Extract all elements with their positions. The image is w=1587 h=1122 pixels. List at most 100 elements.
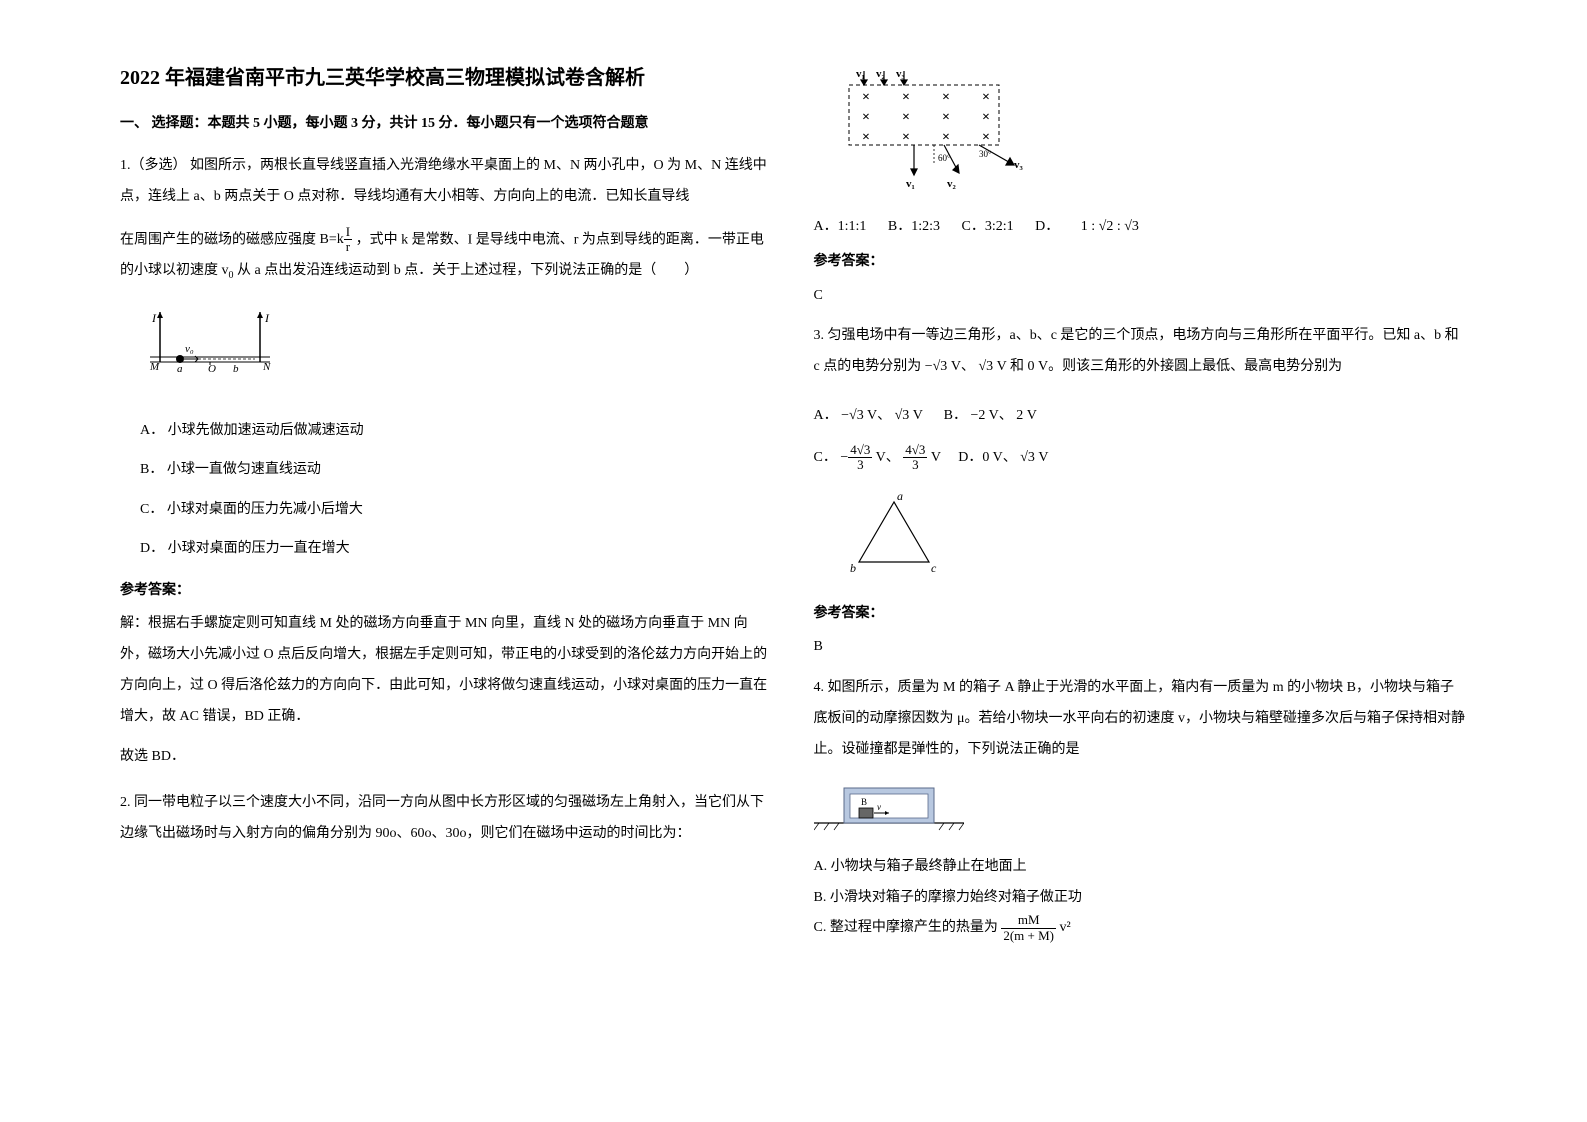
q3a-mid: V、	[867, 408, 891, 423]
svg-text:×: ×	[982, 90, 990, 105]
q3b-v2: 2	[1016, 408, 1023, 423]
svg-text:I: I	[264, 311, 270, 325]
svg-text:M: M	[149, 361, 160, 373]
svg-text:60°: 60°	[938, 153, 951, 163]
q1-formula-label: B=k	[320, 232, 344, 247]
triangle-svg: a b c	[844, 487, 954, 582]
q4-opt-a: A. 小物块与箱子最终静止在地面上	[814, 852, 1468, 883]
q4c-tail: v²	[1060, 920, 1071, 935]
q2-magnetic-diagram: ×××× ×××× ×××× v₁ v₂ v₃ v₁ v₂ v₃	[834, 65, 1468, 204]
svg-text:b: b	[233, 363, 239, 375]
q3a-v1: −√3	[841, 408, 864, 423]
svg-text:v₁: v₁	[856, 68, 865, 80]
q1-opt-a: A． 小球先做加速运动后做减速运动	[140, 411, 774, 450]
q4-box-diagram: B v	[814, 778, 1468, 842]
q1-formula-den: r	[344, 240, 352, 254]
q4c-num: mM	[1001, 913, 1056, 928]
svg-text:a: a	[177, 363, 183, 375]
q3c-pre: C．	[814, 450, 837, 465]
q3c-num1: 4√3	[848, 443, 872, 458]
magnetic-svg: ×××× ×××× ×××× v₁ v₂ v₃ v₁ v₂ v₃	[834, 65, 1034, 195]
svg-text:v₀: v₀	[185, 343, 194, 355]
q3d-v: √3	[1020, 450, 1035, 465]
q3c-tail: V	[931, 450, 941, 465]
q1-formula: B=kIr	[320, 225, 353, 256]
q3-sqrt3: √3	[978, 359, 993, 374]
q3-options-row1: A． −√3 V、 √3 V B． −2 V、 2 V	[814, 395, 1468, 437]
q3-answer: B	[814, 632, 1468, 663]
q1-opt-d: D． 小球对桌面的压力一直在增大	[140, 529, 774, 568]
box-svg: B v	[814, 778, 964, 833]
svg-text:v₁: v₁	[906, 178, 915, 190]
q3-options-row2: C． −4√33 V、 4√33 V D．0 V、 √3 V	[814, 437, 1468, 479]
q1-circuit-diagram: I I M a O b N v₀	[130, 302, 774, 396]
q4-opt-c: C. 整过程中摩擦产生的热量为 mM2(m + M) v²	[814, 913, 1468, 944]
q3-triangle-diagram: a b c	[844, 487, 1468, 591]
q1-answer-label: 参考答案：	[120, 578, 774, 603]
q3b-pre: B．	[944, 408, 967, 423]
q1-opt-b: B． 小球一直做匀速直线运动	[140, 450, 774, 489]
q3c-den1: 3	[848, 458, 872, 472]
svg-text:O: O	[208, 363, 216, 375]
q1-stem-b: 在周围产生的磁场的磁感应强度	[120, 232, 316, 247]
q4c-den: 2(m + M)	[1001, 929, 1056, 943]
svg-text:c: c	[931, 561, 937, 575]
q1-stem-a: 1.（多选） 如图所示，两根长直导线竖直插入光滑绝缘水平桌面上的 M、N 两小孔…	[120, 158, 767, 204]
svg-text:×: ×	[862, 110, 870, 125]
svg-text:×: ×	[902, 130, 910, 145]
circuit-svg: I I M a O b N v₀	[130, 302, 280, 387]
q2-answer: C	[814, 281, 1468, 312]
page-title: 2022 年福建省南平市九三英华学校高三物理模拟试卷含解析	[120, 60, 774, 96]
q3a-tail: V	[913, 408, 923, 423]
q1-opt-c: C． 小球对桌面的压力先减小后增大	[140, 490, 774, 529]
svg-text:v₂: v₂	[947, 178, 957, 190]
q2-answer-label: 参考答案：	[814, 249, 1468, 274]
q3a-pre: A．	[814, 408, 838, 423]
q3-negsqrt3: −√3	[925, 359, 948, 374]
q3d-pre: D．0 V、	[958, 450, 1016, 465]
question-2: 2. 同一带电粒子以三个速度大小不同，沿同一方向从图中长方形区域的匀强磁场左上角…	[120, 788, 774, 850]
q1-stem-tail: 从 a 点出发沿连线运动到 b 点．关于上述过程，下列说法正确的是（ ）	[234, 263, 699, 278]
q2-opt-d-label: D．	[1035, 219, 1059, 234]
q3a-v2: √3	[895, 408, 910, 423]
q3-answer-label: 参考答案：	[814, 601, 1468, 626]
svg-text:×: ×	[982, 110, 990, 125]
svg-text:B: B	[861, 797, 867, 807]
q3b-mid: V、	[989, 408, 1013, 423]
svg-text:v₃: v₃	[896, 68, 906, 80]
q2-options: A．1:1:1 B．1:2:3 C．3:2:1 D． 1 : √2 : √3	[814, 214, 1468, 239]
question-3: 3. 匀强电场中有一等边三角形，a、b、c 是它的三个顶点，电场方向与三角形所在…	[814, 321, 1468, 383]
svg-text:×: ×	[902, 110, 910, 125]
svg-text:×: ×	[862, 130, 870, 145]
svg-text:v: v	[877, 802, 881, 812]
q4-opt-b: B. 小滑块对箱子的摩擦力始终对箱子做正功	[814, 883, 1468, 914]
q3-stem-b: V 和 0 V。则该三角形的外接圆上最低、最高电势分别为	[997, 359, 1342, 374]
svg-text:×: ×	[902, 90, 910, 105]
svg-text:v₂: v₂	[876, 68, 886, 80]
question-1-cont: 在周围产生的磁场的磁感应强度 B=kIr ，式中 k 是常数、I 是导线中电流、…	[120, 225, 774, 287]
q1-conclude: 故选 BD．	[120, 742, 774, 773]
q2-opt-b: B．1:2:3	[888, 219, 940, 234]
svg-text:b: b	[850, 561, 856, 575]
svg-text:30°: 30°	[979, 149, 992, 159]
svg-text:v₃: v₃	[1014, 159, 1024, 171]
q3d-tail: V	[1038, 450, 1048, 465]
q3c-num2: 4√3	[903, 443, 927, 458]
q3b-v1: −2	[970, 408, 985, 423]
q3c-den2: 3	[903, 458, 927, 472]
q2-opt-c: C．3:2:1	[962, 219, 1014, 234]
svg-text:N: N	[262, 361, 271, 373]
right-column: ×××× ×××× ×××× v₁ v₂ v₃ v₁ v₂ v₃	[794, 60, 1488, 1082]
q1-options: A． 小球先做加速运动后做减速运动 B． 小球一直做匀速直线运动 C． 小球对桌…	[140, 411, 774, 568]
q2-opt-a: A．1:1:1	[814, 219, 867, 234]
question-1: 1.（多选） 如图所示，两根长直导线竖直插入光滑绝缘水平桌面上的 M、N 两小孔…	[120, 151, 774, 213]
q4c-pre: C. 整过程中摩擦产生的热量为	[814, 920, 998, 935]
svg-text:×: ×	[982, 130, 990, 145]
q3b-tail: V	[1027, 408, 1037, 423]
q1-explain: 解：根据右手螺旋定则可知直线 M 处的磁场方向垂直于 MN 向里，直线 N 处的…	[120, 609, 774, 732]
section-1-head: 一、 选择题：本题共 5 小题，每小题 3 分，共计 15 分．每小题只有一个选…	[120, 111, 774, 136]
q1-formula-num: I	[344, 225, 352, 240]
svg-text:I: I	[151, 311, 157, 325]
svg-text:×: ×	[942, 130, 950, 145]
left-column: 2022 年福建省南平市九三英华学校高三物理模拟试卷含解析 一、 选择题：本题共…	[100, 60, 794, 1082]
